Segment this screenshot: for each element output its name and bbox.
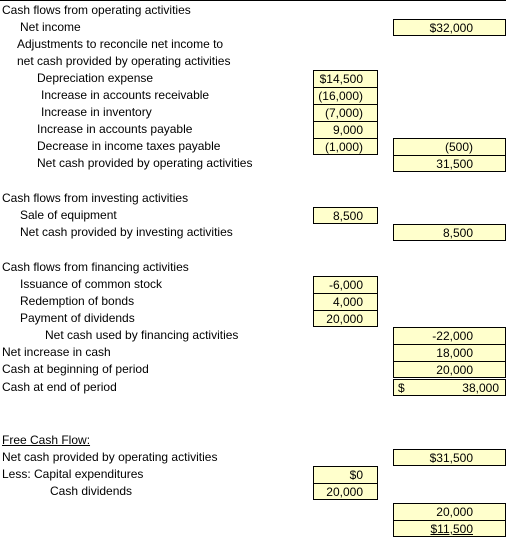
row-operating-header: Cash flows from operating activities: [0, 2, 506, 19]
fcf-net-label: Net cash provided by operating activitie…: [2, 450, 218, 464]
financing-header: Cash flows from financing activities: [2, 260, 189, 274]
row-ending-cash: Cash at end of period $ 38,000: [0, 379, 506, 396]
ending-cash-currency: $: [398, 381, 405, 395]
ending-cash-value[interactable]: $ 38,000: [393, 379, 506, 396]
accounts-receivable-label: Increase in accounts receivable: [41, 88, 210, 102]
fcf-deduction-value[interactable]: 20,000: [393, 503, 506, 520]
row-financing-net: Net cash used by financing activities -2…: [0, 327, 506, 344]
inventory-label: Increase in inventory: [41, 105, 152, 119]
financing-net-label: Net cash used by financing activities: [45, 328, 239, 342]
row-inventory: Increase in inventory (7,000): [0, 104, 506, 121]
row-fcf-deduction: 20,000: [0, 503, 506, 520]
row-accounts-payable: Increase in accounts payable 9,000: [0, 121, 506, 138]
row-investing-net: Net cash provided by investing activitie…: [0, 224, 506, 241]
ending-cash-amount: 38,000: [462, 381, 499, 395]
cash-dividends-value[interactable]: 20,000: [313, 483, 378, 500]
fcf-result-value[interactable]: $11,500: [393, 520, 506, 537]
row-net-increase: Net increase in cash 18,000: [0, 344, 506, 361]
operating-header: Cash flows from operating activities: [2, 3, 191, 17]
row-sale-equipment: Sale of equipment 8,500: [0, 207, 506, 224]
row-accounts-receivable: Increase in accounts receivable (16,000): [0, 87, 506, 104]
row-cash-dividends: Cash dividends 20,000: [0, 483, 506, 500]
row-financing-header: Cash flows from financing activities: [0, 259, 506, 276]
capex-label: Less: Capital expenditures: [2, 467, 144, 481]
row-fcf-header: Free Cash Flow:: [0, 432, 506, 449]
cash-dividends-label: Cash dividends: [50, 484, 133, 498]
adjust-line2: net cash provided by operating activitie…: [17, 54, 231, 68]
accounts-payable-label: Increase in accounts payable: [37, 122, 193, 136]
net-increase-label: Net increase in cash: [2, 345, 111, 359]
fcf-net-value[interactable]: $31,500: [393, 449, 506, 466]
fcf-header: Free Cash Flow:: [2, 433, 91, 447]
row-adjust-1: Adjustments to reconcile net income to: [0, 36, 506, 53]
financing-net-value[interactable]: -22,000: [393, 327, 506, 344]
net-income-label: Net income: [20, 20, 81, 34]
depreciation-label: Depreciation expense: [37, 71, 154, 85]
inventory-value[interactable]: (7,000): [313, 104, 378, 121]
common-stock-label: Issuance of common stock: [20, 277, 163, 291]
redemption-bonds-label: Redemption of bonds: [20, 294, 135, 308]
beginning-cash-label: Cash at beginning of period: [2, 362, 149, 376]
adjust-total-value[interactable]: (500): [393, 138, 506, 155]
income-taxes-value[interactable]: (1,000): [313, 138, 378, 155]
row-investing-header: Cash flows from investing activities: [0, 190, 506, 207]
row-adjust-2: net cash provided by operating activitie…: [0, 53, 506, 70]
investing-net-value[interactable]: 8,500: [393, 224, 506, 241]
row-fcf-result: $11,500: [0, 520, 506, 537]
beginning-cash-value[interactable]: 20,000: [393, 361, 506, 378]
income-taxes-label: Decrease in income taxes payable: [37, 139, 221, 153]
investing-header: Cash flows from investing activities: [2, 191, 189, 205]
common-stock-value[interactable]: -6,000: [313, 276, 378, 293]
row-redemption-bonds: Redemption of bonds 4,000: [0, 293, 506, 310]
redemption-bonds-value[interactable]: 4,000: [313, 293, 378, 310]
adjust-line1: Adjustments to reconcile net income to: [17, 37, 224, 51]
depreciation-value[interactable]: $14,500: [313, 70, 378, 87]
capex-value[interactable]: $0: [313, 466, 378, 483]
operating-net-value[interactable]: 31,500: [393, 155, 506, 172]
operating-net-label: Net cash provided by operating activitie…: [37, 156, 253, 170]
row-operating-net: Net cash provided by operating activitie…: [0, 155, 506, 172]
sale-equipment-value[interactable]: 8,500: [313, 207, 378, 224]
net-income-value[interactable]: $32,000: [393, 19, 506, 36]
row-beginning-cash: Cash at beginning of period 20,000: [0, 361, 506, 378]
row-depreciation: Depreciation expense $14,500: [0, 70, 506, 87]
row-capex: Less: Capital expenditures $0: [0, 466, 506, 483]
row-common-stock: Issuance of common stock -6,000: [0, 276, 506, 293]
row-income-taxes: Decrease in income taxes payable (1,000)…: [0, 138, 506, 155]
accounts-receivable-value[interactable]: (16,000): [313, 87, 378, 104]
investing-net-label: Net cash provided by investing activitie…: [20, 225, 233, 239]
row-fcf-net: Net cash provided by operating activitie…: [0, 449, 506, 466]
ending-cash-label: Cash at end of period: [2, 380, 117, 394]
top-border: [0, 0, 506, 1]
net-increase-value[interactable]: 18,000: [393, 344, 506, 361]
row-dividends-paid: Payment of dividends 20,000: [0, 310, 506, 327]
dividends-paid-value[interactable]: 20,000: [313, 310, 378, 327]
sale-equipment-label: Sale of equipment: [20, 208, 117, 222]
row-net-income: Net income $32,000: [0, 19, 506, 36]
accounts-payable-value[interactable]: 9,000: [313, 121, 378, 138]
dividends-paid-label: Payment of dividends: [20, 311, 135, 325]
